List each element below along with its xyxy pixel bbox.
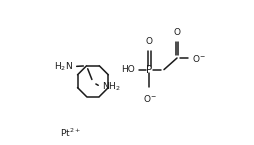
Text: NH$_2$: NH$_2$: [102, 81, 120, 93]
Text: HO: HO: [121, 65, 135, 74]
Text: P: P: [146, 65, 153, 75]
Text: O: O: [146, 37, 153, 46]
Text: Pt$^{2+}$: Pt$^{2+}$: [60, 126, 81, 139]
Text: O$^{-}$: O$^{-}$: [192, 52, 206, 64]
Text: O$^{-}$: O$^{-}$: [142, 93, 156, 104]
Text: O: O: [173, 28, 181, 37]
Text: H$_2$N: H$_2$N: [54, 60, 73, 73]
